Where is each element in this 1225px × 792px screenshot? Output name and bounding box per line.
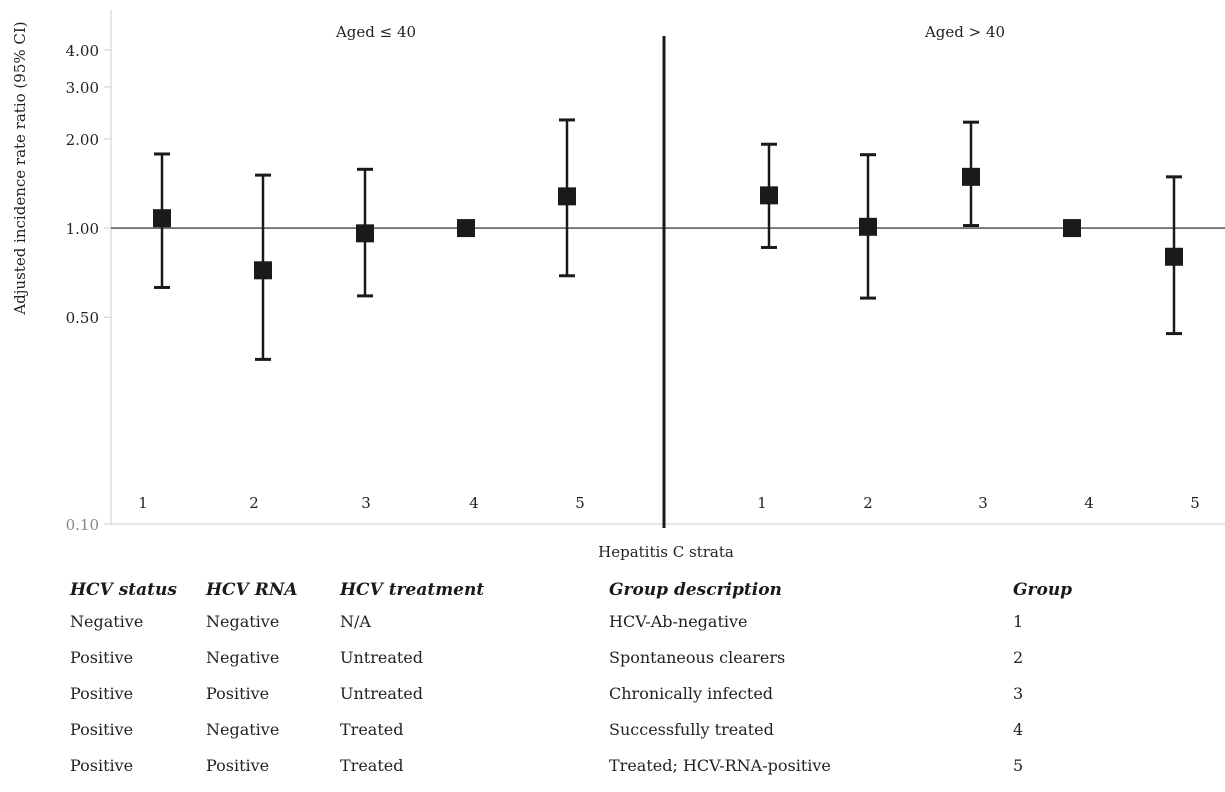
y-tick-label: 0.50 <box>66 309 99 327</box>
header-group-description: Group description <box>609 580 782 600</box>
cell-group: 2 <box>1013 648 1024 667</box>
x-category-label: 1 <box>757 494 767 512</box>
y-tick-label: 1.00 <box>66 220 99 238</box>
cell-group-description: HCV-Ab-negative <box>609 612 748 631</box>
x-category-label: 3 <box>361 494 371 512</box>
table-row: Positive Positive Treated Treated; HCV-R… <box>70 756 1210 792</box>
y-ticks: 0.10 0.50 1.00 2.00 3.00 4.00 <box>66 42 111 534</box>
cell-hcv-rna: Negative <box>206 720 280 739</box>
header-hcv-treatment: HCV treatment <box>340 580 485 600</box>
header-hcv-status: HCV status <box>70 580 177 600</box>
x-category-label: 5 <box>575 494 585 512</box>
cell-group: 4 <box>1013 720 1024 739</box>
x-category-label: 4 <box>1084 494 1094 512</box>
cell-group: 3 <box>1013 684 1024 703</box>
estimate-marker <box>356 224 374 243</box>
table-row: Positive Negative Treated Successfully t… <box>70 720 1210 756</box>
cell-group-description: Successfully treated <box>609 720 774 739</box>
cell-group-description: Spontaneous clearers <box>609 648 786 667</box>
x-category-label: 4 <box>469 494 479 512</box>
estimate-marker <box>1165 247 1183 266</box>
cell-group: 5 <box>1013 756 1024 775</box>
group-definition-table: HCV status HCV RNA HCV treatment Group d… <box>70 580 1210 792</box>
cell-hcv-status: Positive <box>70 684 134 703</box>
table-row: Negative Negative N/A HCV-Ab-negative 1 <box>70 612 1210 648</box>
cell-group: 1 <box>1013 612 1024 631</box>
x-category-label: 2 <box>863 494 873 512</box>
estimate-marker <box>153 209 171 228</box>
x-category-label: 2 <box>249 494 259 512</box>
cell-hcv-status: Positive <box>70 756 134 775</box>
cell-hcv-treatment: Treated <box>340 720 404 739</box>
panel-title-right: Aged > 40 <box>924 23 1005 41</box>
y-tick-label: 2.00 <box>66 131 99 149</box>
cell-hcv-status: Negative <box>70 612 144 631</box>
estimate-marker <box>558 187 576 206</box>
estimate-marker <box>1063 219 1081 238</box>
y-tick-label: 3.00 <box>66 79 99 97</box>
cell-hcv-treatment: N/A <box>340 612 371 631</box>
cell-hcv-treatment: Untreated <box>340 648 424 667</box>
chart-marks: 1 2 3 4 5 1 2 3 4 5 <box>138 118 1200 512</box>
table-row: Positive Negative Untreated Spontaneous … <box>70 648 1210 684</box>
estimate-marker <box>760 186 778 205</box>
cell-hcv-treatment: Treated <box>340 756 404 775</box>
table-header-row: HCV status HCV RNA HCV treatment Group d… <box>70 580 1210 612</box>
cell-hcv-rna: Positive <box>206 684 270 703</box>
y-axis-title: Adjusted incidence rate ratio (95% CI) <box>11 21 29 315</box>
cell-hcv-status: Positive <box>70 720 134 739</box>
estimate-marker <box>457 219 475 238</box>
estimate-marker <box>962 167 980 186</box>
cell-hcv-status: Positive <box>70 648 134 667</box>
cell-group-description: Chronically infected <box>609 684 774 703</box>
table-row: Positive Positive Untreated Chronically … <box>70 684 1210 720</box>
y-tick-label: 0.10 <box>66 516 99 534</box>
x-axis-title: Hepatitis C strata <box>598 543 734 561</box>
estimate-marker <box>254 261 272 280</box>
x-category-label: 3 <box>978 494 988 512</box>
cell-hcv-treatment: Untreated <box>340 684 424 703</box>
cell-group-description: Treated; HCV-RNA-positive <box>609 756 831 775</box>
cell-hcv-rna: Negative <box>206 648 280 667</box>
header-group: Group <box>1013 580 1073 600</box>
estimate-marker <box>859 217 877 236</box>
cell-hcv-rna: Positive <box>206 756 270 775</box>
header-hcv-rna: HCV RNA <box>206 580 298 600</box>
panel-title-left: Aged ≤ 40 <box>335 23 416 41</box>
x-category-label: 1 <box>138 494 148 512</box>
chart: 0.10 0.50 1.00 2.00 3.00 4.00 Adjusted incide… <box>11 10 1225 561</box>
x-category-label: 5 <box>1190 494 1200 512</box>
y-tick-label: 4.00 <box>66 42 99 60</box>
cell-hcv-rna: Negative <box>206 612 280 631</box>
